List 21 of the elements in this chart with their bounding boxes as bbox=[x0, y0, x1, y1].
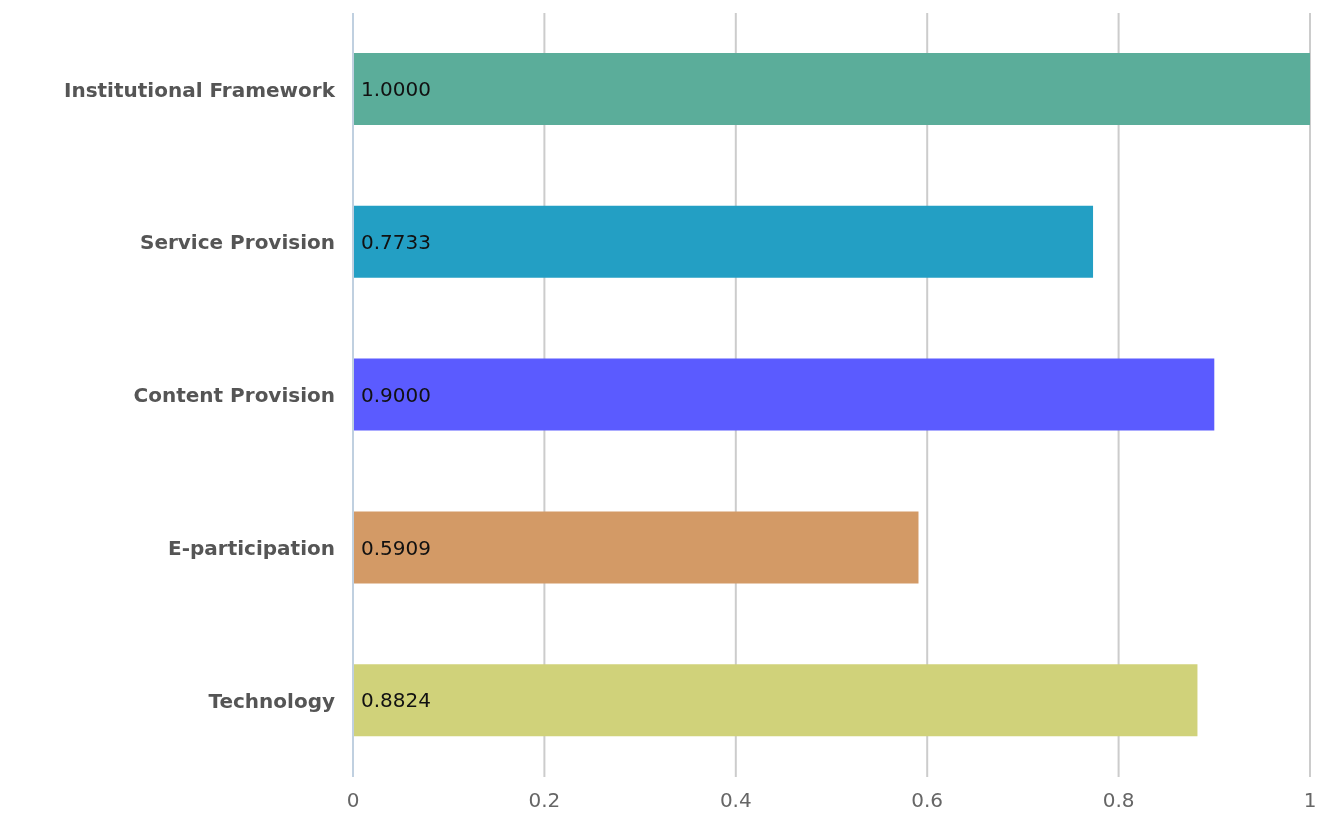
x-tick-label: 0.2 bbox=[528, 788, 561, 813]
data-label: 1.0000 bbox=[361, 77, 431, 102]
x-tick-label: 0.4 bbox=[719, 788, 752, 813]
y-tick-label: Institutional Framework bbox=[63, 77, 336, 102]
data-label: 0.5909 bbox=[361, 535, 431, 560]
bar bbox=[353, 53, 1310, 125]
bar bbox=[353, 205, 1094, 278]
y-tick-label: Technology bbox=[208, 688, 335, 713]
y-tick-label: Content Provision bbox=[133, 383, 335, 408]
x-tick-label: 0.6 bbox=[911, 788, 944, 813]
x-tick-label: 0 bbox=[346, 788, 360, 813]
x-tick-label: 1 bbox=[1303, 788, 1317, 813]
x-tick-label: 0.8 bbox=[1102, 788, 1135, 813]
bar bbox=[353, 511, 919, 584]
y-tick-label: E-participation bbox=[168, 535, 335, 560]
data-label: 0.7733 bbox=[361, 229, 431, 254]
bar bbox=[353, 358, 1215, 431]
data-label: 0.8824 bbox=[361, 688, 431, 713]
data-label: 0.9000 bbox=[361, 382, 431, 407]
bar bbox=[353, 664, 1198, 737]
y-tick-label: Service Provision bbox=[140, 230, 335, 255]
